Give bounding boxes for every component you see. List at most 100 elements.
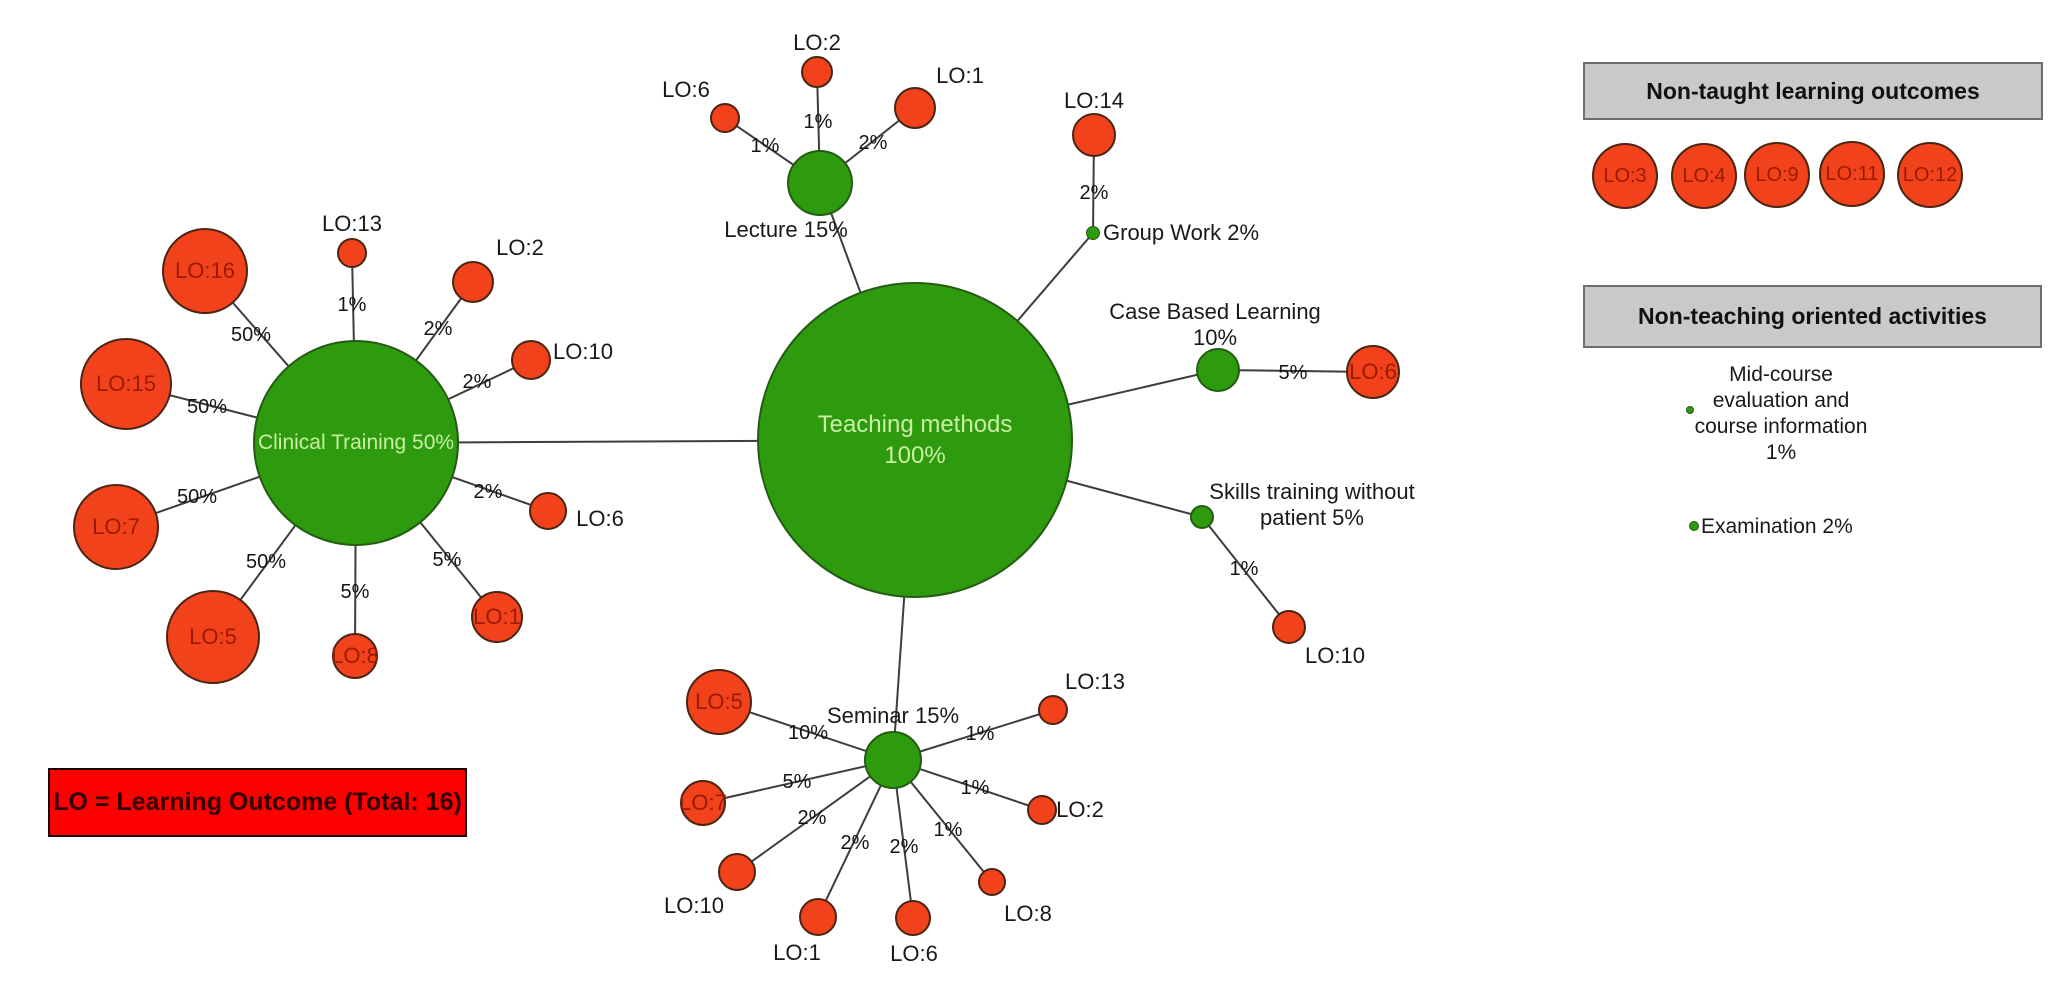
edge-label-clinical-cl_lo15: 50% [186, 396, 228, 418]
node-l_lo6 [710, 103, 740, 133]
edge-label-lecture-l_lo1: 2% [858, 132, 888, 154]
node-se_lo8 [978, 868, 1006, 896]
node-leg_lo11 [1819, 141, 1885, 207]
edge-label-clinical-cl_lo5: 50% [245, 551, 287, 573]
label-cl_lo5: LO:5 [189, 624, 237, 649]
node-leg_lo3 [1592, 143, 1658, 209]
edge-label-clinical-cl_lo6: 2% [473, 481, 503, 503]
edge-label-seminar-se_lo10: 2% [797, 807, 827, 829]
label-se_lo2: LO:2 [1056, 797, 1104, 822]
label-cl_lo16: LO:16 [175, 258, 235, 283]
edge-label-seminar-se_lo13: 1% [965, 723, 995, 745]
edge-label-clinical-cl_lo16: 50% [230, 324, 272, 346]
edge-seminar-se_lo10 [736, 759, 894, 873]
node-lecture [787, 150, 853, 216]
label-cl_lo8: LO:8 [331, 643, 379, 668]
node-cl_lo6 [529, 492, 567, 530]
node-se_lo7 [680, 780, 726, 826]
label-skills: Skills training without patient 5% [1209, 479, 1415, 530]
label-se_lo7: LO:7 [679, 790, 727, 815]
node-cl_lo16 [162, 228, 248, 314]
edge-label-seminar-se_lo5: 10% [787, 722, 829, 744]
edge-label-clinical-cl_lo1: 5% [432, 549, 462, 571]
edge-label-lecture-l_lo6: 1% [750, 135, 780, 157]
edge-label-clinical-cl_lo2: 2% [423, 318, 453, 340]
node-clinical [253, 340, 459, 546]
label-casebased: Case Based Learning 10% [1109, 299, 1321, 350]
label-c_lo6: LO:6 [1349, 359, 1397, 384]
label-leg_lo3: LO:3 [1603, 165, 1647, 187]
label-cl_lo15: LO:15 [96, 371, 156, 396]
edge-label-skills-s_lo10: 1% [1229, 558, 1259, 580]
node-teaching [757, 282, 1073, 598]
edge-label-clinical-cl_lo10: 2% [462, 371, 492, 393]
label-s_lo10: LO:10 [1305, 643, 1365, 668]
node-cl_lo10 [511, 340, 551, 380]
label-clinical: Clinical Training 50% [257, 431, 455, 454]
edge-skills-s_lo10 [1201, 516, 1290, 628]
node-cl_lo5 [166, 590, 260, 684]
node-l_lo2 [801, 56, 833, 88]
label-cl_lo13: LO:13 [322, 211, 382, 236]
edge-label-seminar-se_lo8: 1% [933, 819, 963, 841]
legend-non-taught-header: Non-taught learning outcomes [1583, 62, 2043, 120]
edge-label-groupwork-g_lo14: 2% [1079, 182, 1109, 204]
label-se_lo13: LO:13 [1065, 669, 1125, 694]
edge-label-seminar-se_lo1: 2% [840, 832, 870, 854]
note-box: LO = Learning Outcome (Total: 16) [48, 768, 467, 837]
label-cl_lo7: LO:7 [92, 514, 140, 539]
label-g_lo14: LO:14 [1064, 88, 1124, 113]
legend-non-teaching-header: Non-teaching oriented activities [1583, 285, 2042, 348]
node-se_lo13 [1038, 695, 1068, 725]
node-se_lo10 [718, 853, 756, 891]
examination-label: Examination 2% [1701, 515, 1853, 538]
node-leg_lo9 [1744, 142, 1810, 208]
node-l_lo1 [894, 87, 936, 129]
node-s_lo10 [1272, 610, 1306, 644]
label-cl_lo10: LO:10 [553, 339, 613, 364]
node-eval_dot [1686, 406, 1694, 414]
label-se_lo1: LO:1 [773, 940, 821, 965]
node-leg_lo12 [1897, 142, 1963, 208]
label-se_lo10: LO:10 [664, 893, 724, 918]
node-cl_lo8 [332, 633, 378, 679]
label-leg_lo12: LO:12 [1902, 164, 1958, 186]
node-g_lo14 [1072, 113, 1116, 157]
label-cl_lo1: LO:1 [473, 604, 521, 629]
label-cl_lo6: LO:6 [576, 506, 624, 531]
edge-label-lecture-l_lo2: 1% [803, 111, 833, 133]
label-leg_lo4: LO:4 [1682, 165, 1726, 187]
node-leg_lo4 [1671, 143, 1737, 209]
edge-label-seminar-se_lo7: 5% [782, 771, 812, 793]
node-skills [1190, 505, 1214, 529]
label-groupwork: Group Work 2% [1103, 220, 1260, 245]
label-se_lo6: LO:6 [890, 941, 938, 966]
label-l_lo1: LO:1 [936, 63, 984, 88]
node-cl_lo7 [73, 484, 159, 570]
node-cl_lo13 [337, 238, 367, 268]
node-cl_lo15 [80, 338, 172, 430]
edge-label-clinical-cl_lo7: 50% [176, 486, 218, 508]
node-se_lo6 [895, 900, 931, 936]
label-seminar: Seminar 15% [826, 703, 960, 728]
edge-label-seminar-se_lo2: 1% [960, 777, 990, 799]
node-seminar [864, 731, 922, 789]
label-se_lo8: LO:8 [1004, 901, 1052, 926]
edge-label-clinical-cl_lo13: 1% [337, 294, 367, 316]
node-se_lo1 [799, 898, 837, 936]
edge-label-seminar-se_lo6: 2% [889, 836, 919, 858]
label-cl_lo2: LO:2 [496, 235, 544, 260]
edge-seminar-se_lo7 [702, 759, 894, 804]
node-groupwork [1086, 226, 1100, 240]
edge-label-clinical-cl_lo8: 5% [340, 581, 370, 603]
label-lecture: Lecture 15% [724, 217, 848, 242]
node-cl_lo2 [452, 261, 494, 303]
node-se_lo2 [1027, 795, 1057, 825]
edge-label-casebased-c_lo6: 5% [1278, 362, 1308, 384]
label-teaching: Teaching methods 100% [817, 411, 1013, 469]
node-cl_lo1 [471, 591, 523, 643]
label-leg_lo11: LO:11 [1825, 163, 1879, 185]
node-exam_dot [1689, 521, 1699, 531]
label-l_lo2: LO:2 [793, 30, 841, 55]
node-casebased [1196, 348, 1240, 392]
